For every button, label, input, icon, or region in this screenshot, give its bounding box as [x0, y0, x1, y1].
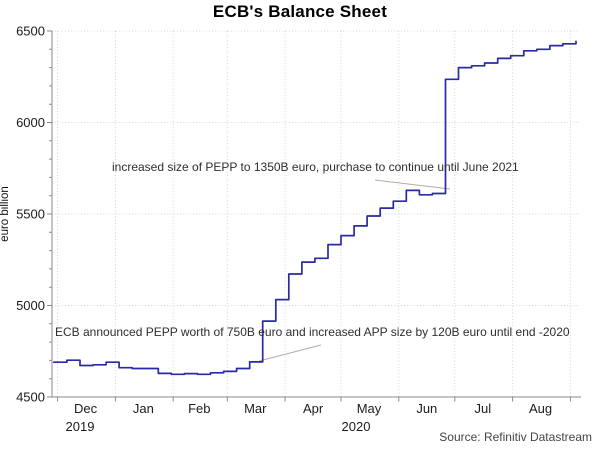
x-tick-label: Jul [474, 401, 491, 416]
y-tick-label: 5500 [16, 207, 45, 222]
x-tick-label: Apr [303, 401, 324, 416]
y-minor-ticks [49, 48, 52, 380]
x-tick-label: Dec [74, 401, 98, 416]
annotation-leader-line [258, 344, 322, 362]
chart-title: ECB's Balance Sheet [212, 2, 388, 21]
annotation-pepp-announcement: ECB announced PEPP worth of 750B euro an… [55, 325, 570, 339]
y-major-ticks [47, 30, 52, 398]
y-axis-title: euro billion [0, 186, 11, 242]
x-tick-label: Feb [188, 401, 210, 416]
year-label: 2020 [342, 419, 371, 434]
y-tick-label: 6000 [16, 115, 45, 130]
x-tick-label: Aug [529, 401, 552, 416]
x-tick-label: Jun [416, 401, 437, 416]
annotation-leader-line [374, 179, 451, 190]
source-credit: Source: Refinitiv Datastream [439, 430, 592, 444]
annotation-pepp-increase: increased size of PEPP to 1350B euro, pu… [112, 160, 519, 174]
y-tick-label: 4500 [16, 390, 45, 405]
x-tick-label: Mar [244, 401, 267, 416]
balance-sheet-line [53, 40, 577, 376]
x-tick-label: Jan [133, 401, 154, 416]
y-tick-label: 5000 [16, 298, 45, 313]
y-tick-label: 6500 [16, 24, 45, 39]
x-month-ticks [57, 397, 571, 402]
year-label: 2019 [66, 419, 95, 434]
x-tick-label: May [357, 401, 382, 416]
